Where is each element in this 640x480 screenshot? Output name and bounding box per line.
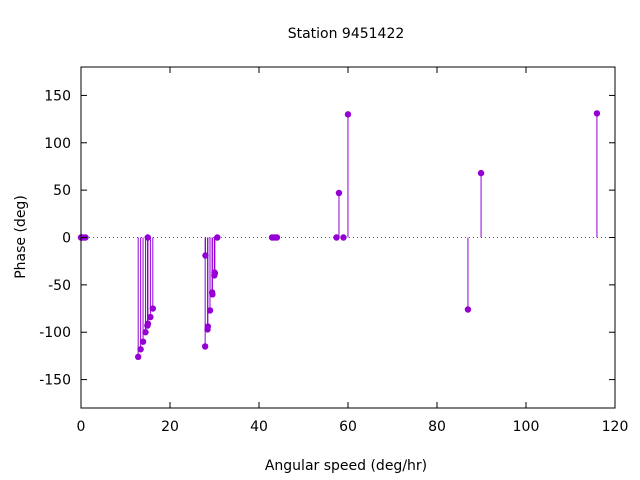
x-tick-label: 80 xyxy=(428,419,446,435)
data-point xyxy=(273,234,281,241)
data-point xyxy=(144,320,152,327)
data-point xyxy=(214,234,221,241)
x-tick-label: 100 xyxy=(513,419,540,435)
data-point xyxy=(201,343,209,350)
x-tick-label: 120 xyxy=(602,419,629,435)
y-axis-label: Phase (deg) xyxy=(13,195,29,279)
y-tick-label: -100 xyxy=(39,325,71,341)
data-point xyxy=(202,252,209,259)
y-tick-label: -50 xyxy=(48,278,71,294)
data-point xyxy=(204,323,212,330)
y-tick-label: 0 xyxy=(62,231,71,247)
data-point xyxy=(142,329,149,336)
data-point xyxy=(137,346,144,353)
chart-title: Station 9451422 xyxy=(288,26,405,42)
y-tick-label: 100 xyxy=(44,136,71,152)
data-point xyxy=(333,234,340,241)
y-tick-label: 50 xyxy=(53,183,71,199)
data-point xyxy=(344,111,352,118)
data-point xyxy=(477,169,485,177)
x-tick-label: 0 xyxy=(77,419,86,435)
data-point xyxy=(209,291,216,298)
data-point xyxy=(593,110,601,117)
data-point xyxy=(144,234,151,241)
x-tick-label: 20 xyxy=(161,419,179,435)
data-point xyxy=(134,353,142,361)
data-point xyxy=(139,338,147,345)
data-point xyxy=(206,307,214,314)
x-tick-label: 60 xyxy=(339,419,357,435)
data-point xyxy=(149,305,157,312)
x-axis-label: Angular speed (deg/hr) xyxy=(265,458,427,474)
y-tick-label: 150 xyxy=(44,88,71,104)
data-point xyxy=(464,306,472,313)
data-point xyxy=(340,234,347,241)
y-tick-label: -150 xyxy=(39,373,71,389)
data-point xyxy=(147,313,154,321)
data-point xyxy=(211,270,219,277)
data-point xyxy=(335,189,343,197)
x-tick-label: 40 xyxy=(250,419,268,435)
